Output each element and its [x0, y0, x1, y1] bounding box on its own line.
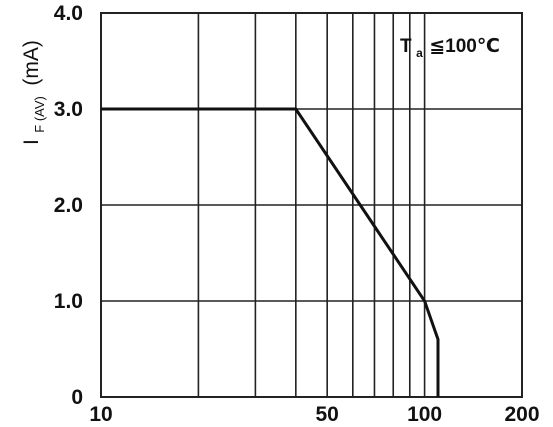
x-tick-label: 50 [315, 403, 338, 426]
y-tick-labels: 0 1.0 2.0 3.0 4.0 [54, 2, 83, 409]
annotation-symbol: T [400, 36, 412, 57]
y-axis-label-group: I F (AV) (mA) [20, 40, 48, 145]
y-tick-label: 4.0 [54, 2, 83, 25]
y-tick-label: 1.0 [54, 290, 83, 313]
y-axis-symbol: I [20, 139, 43, 145]
y-axis-label: I F (AV) (mA) [20, 40, 48, 145]
y-tick-label: 2.0 [54, 194, 83, 217]
y-axis-subscript: F (AV) [32, 96, 47, 133]
x-tick-label: 10 [89, 403, 112, 426]
y-axis-unit: (mA) [20, 40, 43, 86]
x-tick-label: 100 [407, 403, 442, 426]
y-tick-label: 0 [71, 386, 83, 409]
x-tick-labels: 10 50 100 200 [89, 403, 539, 426]
annotation-subscript: a [416, 46, 423, 60]
annotation-text: ≦100℃ [429, 36, 500, 57]
x-tick-label: 200 [504, 403, 539, 426]
y-tick-label: 3.0 [54, 98, 83, 121]
plot-area [101, 13, 522, 397]
